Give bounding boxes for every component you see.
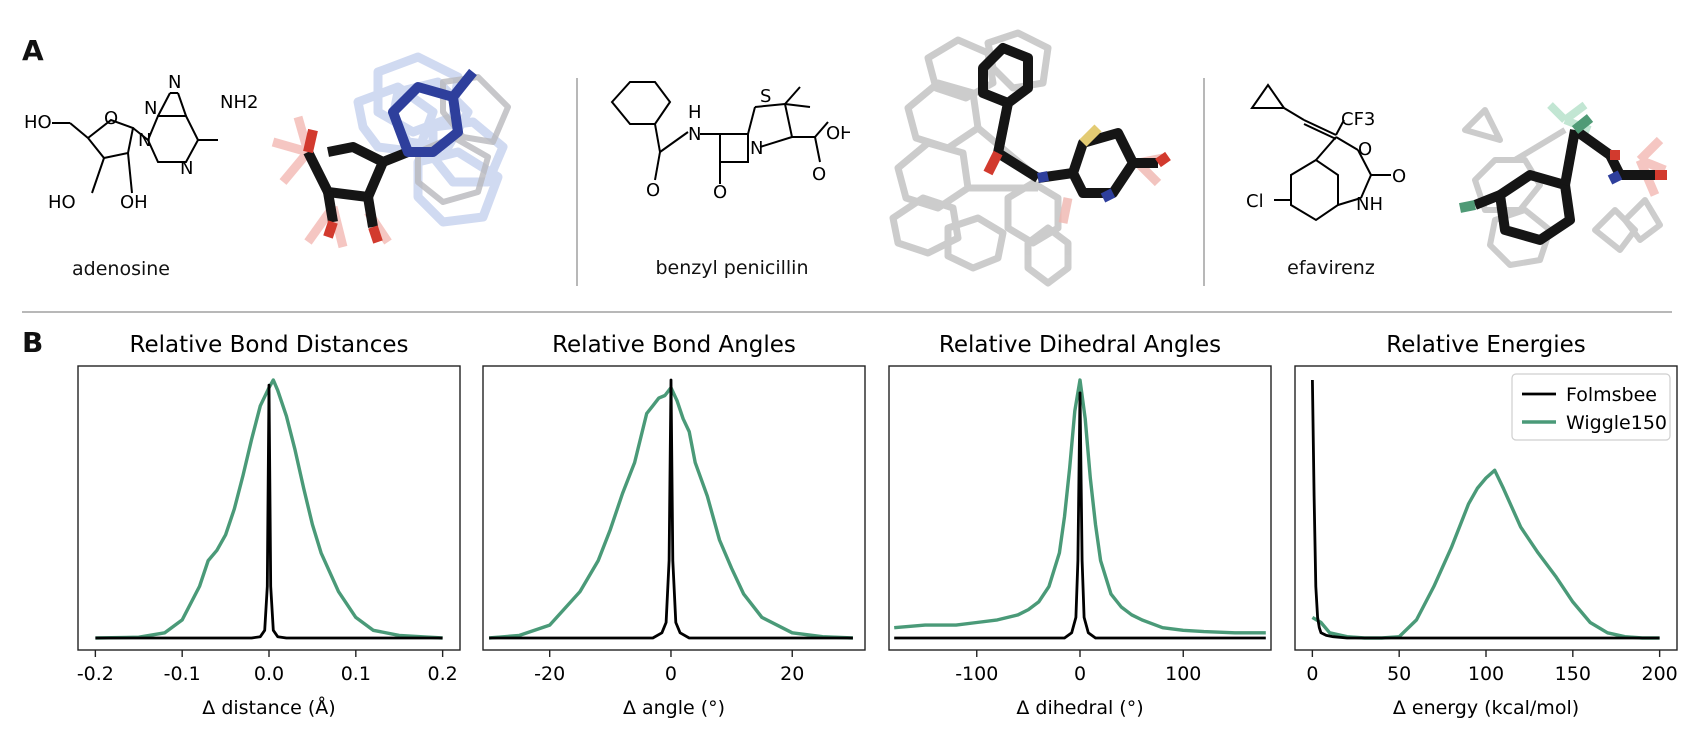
penicillin-conformer-ensemble	[889, 29, 1171, 287]
plot-frame	[482, 365, 866, 651]
x-tick-label: -0.2	[77, 663, 114, 685]
atom-label: NH	[1356, 194, 1383, 215]
atom-label: N	[138, 130, 151, 151]
molecule-name-benzyl-penicillin: benzyl penicillin	[655, 257, 809, 279]
atom-label: NH2	[220, 92, 258, 113]
atom-label: N	[180, 158, 193, 179]
x-tick-label: 0	[665, 663, 677, 685]
atom-label: O	[104, 108, 118, 129]
benzyl-penicillin-structure: H N S N O O OH O	[610, 81, 850, 203]
panel-b-charts: Relative Bond Distances -0.2 -0.1 0.0 0.1 0.2…	[77, 332, 1678, 719]
x-tick-label: 20	[780, 663, 804, 685]
legend: Folmsbee Wiggle150	[1511, 373, 1671, 441]
chart-1: Relative Bond Distances -0.2 -0.1 0.0 0.1 0.2…	[77, 332, 461, 719]
x-tick-label: 0.2	[428, 663, 458, 685]
x-tick-label: 50	[1387, 663, 1411, 685]
atom-label: N	[750, 138, 763, 159]
chart-title: Relative Dihedral Angles	[939, 332, 1221, 358]
x-tick-label: -20	[534, 663, 565, 685]
x-tick-label: 100	[1165, 663, 1201, 685]
series-line-folmsbee	[489, 378, 853, 640]
series-line-folmsbee	[95, 383, 443, 640]
atom-label: OH	[826, 123, 850, 144]
chart-4: Relative Energies 0 50 100 150 200 Δ energy (k…	[1294, 332, 1678, 719]
legend-label-wiggle150: Wiggle150	[1566, 412, 1667, 434]
adenosine-structure: HO HO OH N N N N NH2 O	[24, 72, 258, 213]
x-tick-label: 0.0	[254, 663, 284, 685]
chart-3: Relative Dihedral Angles -100 0 100 Δ dihedr…	[888, 332, 1272, 719]
atom-label: HO	[48, 192, 76, 213]
series-line-folmsbee	[894, 391, 1266, 640]
x-tick-label: 200	[1642, 663, 1678, 685]
atom-label: OH	[120, 192, 148, 213]
x-axis-label: Δ dihedral (°)	[1016, 697, 1143, 719]
x-tick-label: 150	[1555, 663, 1591, 685]
x-axis-label: Δ distance (Å)	[202, 696, 335, 719]
efavirenz-conformer-ensemble	[1459, 101, 1667, 268]
series-line-folmsbee	[1311, 379, 1660, 640]
series-line-wiggle150	[1311, 468, 1660, 640]
x-tick-label: -100	[955, 663, 998, 685]
atom-label: HO	[24, 112, 52, 133]
chart-title: Relative Energies	[1386, 332, 1586, 358]
atom-label: N	[168, 72, 181, 93]
atom-label: O	[812, 164, 826, 185]
x-tick-label: 100	[1468, 663, 1504, 685]
atom-label: O	[1358, 139, 1372, 160]
separator	[576, 78, 578, 286]
atom-label: O	[646, 180, 660, 201]
atom-label: S	[760, 86, 771, 107]
panel-separator	[22, 311, 1672, 313]
atom-label: N	[144, 98, 157, 119]
panel-a-label: A	[22, 34, 44, 67]
series-line-wiggle150	[894, 378, 1266, 635]
x-tick-label: 0.1	[341, 663, 371, 685]
panel-b-label: B	[22, 326, 44, 359]
atom-label: N	[688, 124, 701, 145]
separator	[1203, 78, 1205, 286]
atom-label: O	[1392, 166, 1406, 187]
molecule-name-efavirenz: efavirenz	[1287, 257, 1375, 279]
atom-label: CF3	[1341, 109, 1375, 130]
chart-title: Relative Bond Distances	[130, 332, 409, 358]
legend-label-folmsbee: Folmsbee	[1566, 384, 1657, 406]
chart-title: Relative Bond Angles	[552, 332, 796, 358]
atom-label: O	[713, 182, 727, 203]
atom-label: Cl	[1246, 191, 1264, 212]
efavirenz-structure: CF3 O O NH Cl	[1246, 83, 1406, 222]
atom-label: H	[688, 102, 702, 123]
x-tick-label: 0	[1306, 663, 1318, 685]
adenosine-conformer-ensemble	[271, 52, 511, 249]
x-axis-label: Δ energy (kcal/mol)	[1393, 697, 1579, 719]
x-tick-label: 0	[1074, 663, 1086, 685]
x-axis-label: Δ angle (°)	[623, 697, 725, 719]
chart-2: Relative Bond Angles -20 0 20 Δ angle (°)	[482, 332, 866, 719]
x-tick-label: -0.1	[164, 663, 201, 685]
molecule-name-adenosine: adenosine	[72, 258, 170, 280]
